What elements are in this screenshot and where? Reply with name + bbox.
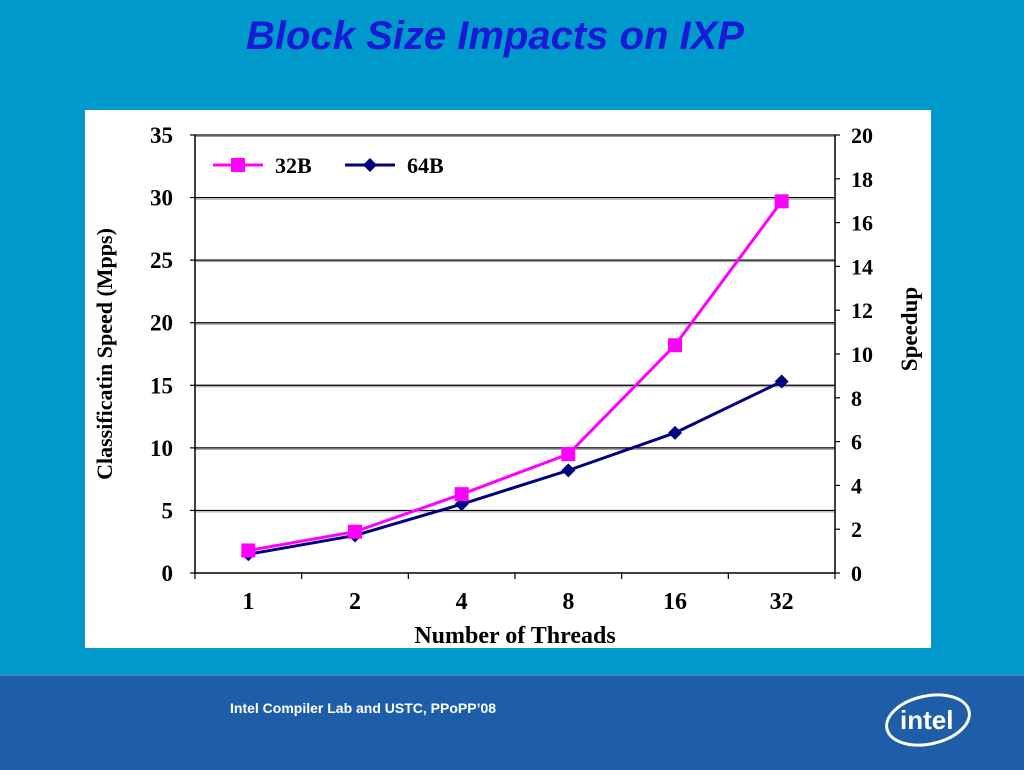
y-tick-label: 20 [150,311,173,336]
y2-axis-title: Speedup [897,287,922,371]
y-tick-label: 35 [150,123,173,148]
legend-label: 64B [407,153,444,178]
y2-tick-label: 6 [851,430,862,455]
data-point-32B [241,543,256,558]
series-line-32B [248,200,783,552]
x-tick-label: 2 [349,589,361,615]
legend-label: 32B [275,153,312,178]
x-tick-label: 8 [562,589,574,615]
intel-logo-text: intel [900,705,953,735]
y-axis-title: Classificatin Speed (Mpps) [92,228,117,480]
y-tick-label: 30 [150,186,173,211]
legend-marker-32B [231,158,245,172]
y2-tick-label: 20 [851,123,873,148]
series-line-64B [248,380,783,556]
y2-tick-label: 14 [851,254,873,279]
y-tick-label: 10 [150,436,173,461]
data-point-32B [561,447,576,462]
y2-tick-label: 18 [851,167,873,192]
slide-title: Block Size Impacts on IXP [246,14,744,58]
x-axis-title: Number of Threads [414,623,615,648]
y2-tick-label: 4 [851,473,862,498]
data-point-64B [774,374,789,389]
footer-band [0,674,1024,770]
y-tick-label: 15 [150,373,173,398]
y2-tick-label: 16 [851,211,873,236]
x-tick-label: 1 [242,589,254,615]
data-point-32B [774,194,789,209]
legend-marker-64B [363,158,377,172]
x-tick-label: 32 [770,589,794,615]
chart-panel: 0 5 10 15 20 25 30 35 0 2 4 6 8 10 12 14 16 18 20 1 2 4 8 16 32 N… [85,110,931,648]
y2-tick-label: 8 [851,386,862,411]
y2-tick-label: 2 [851,517,862,542]
data-point-64B [668,425,682,440]
footer-text: Intel Compiler Lab and USTC, PPoPP’08 [230,700,497,716]
y-tick-label: 25 [150,248,173,273]
x-tick-label: 16 [663,589,687,615]
y-tick-label: 0 [162,561,174,586]
data-point-32B [454,487,469,502]
x-tick-label: 4 [456,589,468,615]
y2-tick-label: 10 [851,342,873,367]
data-point-64B [561,463,576,478]
data-point-32B [348,524,362,539]
data-point-32B [668,338,682,353]
y2-tick-label: 12 [851,298,873,323]
y2-tick-label: 0 [851,561,862,586]
y-tick-label: 5 [162,498,174,523]
intel-logo-icon: intel [885,693,971,747]
